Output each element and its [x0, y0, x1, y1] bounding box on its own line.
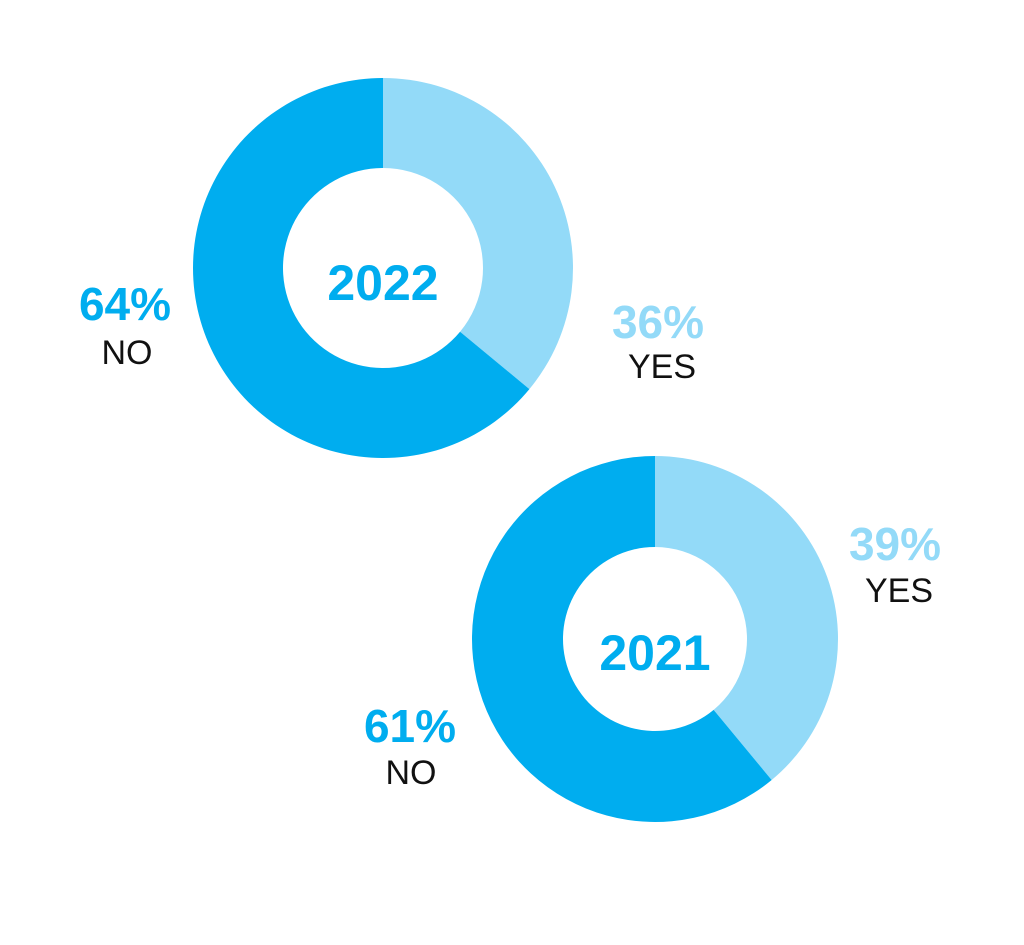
no-category-label: NO	[386, 754, 437, 792]
no-category-label: NO	[102, 334, 153, 372]
donut-chart-2021: 2021 39% YES 61% NO	[364, 456, 941, 822]
donut-slice-no	[471, 456, 772, 822]
yes-category-label: YES	[865, 572, 933, 610]
donut-slice-yes	[383, 78, 574, 390]
yes-category-label: YES	[628, 348, 696, 386]
yes-percent-label: 36%	[612, 296, 704, 348]
donut-slice-yes	[655, 456, 838, 781]
donut-slice-no	[193, 78, 530, 458]
no-percent-label: 61%	[364, 700, 456, 752]
no-percent-label: 64%	[79, 278, 171, 330]
donut-chart-2022: 2022 64% NO 36% YES	[79, 78, 704, 458]
yes-percent-label: 39%	[849, 518, 941, 570]
donut-center-year: 2021	[599, 625, 710, 681]
donut-center-year: 2022	[327, 255, 438, 311]
